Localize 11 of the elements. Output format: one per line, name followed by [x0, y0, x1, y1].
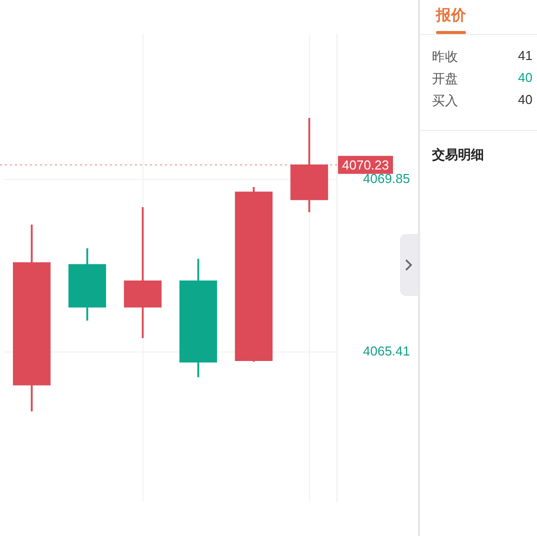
text: 开盘 — [432, 70, 458, 88]
text: 40 — [518, 70, 532, 85]
text: 41 — [518, 48, 532, 63]
y-tick-label: 4065.41 — [363, 343, 410, 358]
ref-line-label: 4070.23 — [342, 157, 389, 172]
text: 交易明细 — [432, 146, 484, 164]
text: 40 — [518, 92, 532, 107]
text: 昨收 — [432, 48, 458, 66]
text: 报价 — [436, 6, 466, 25]
y-tick-label: 4069.85 — [363, 171, 410, 186]
text: 买入 — [432, 92, 458, 110]
